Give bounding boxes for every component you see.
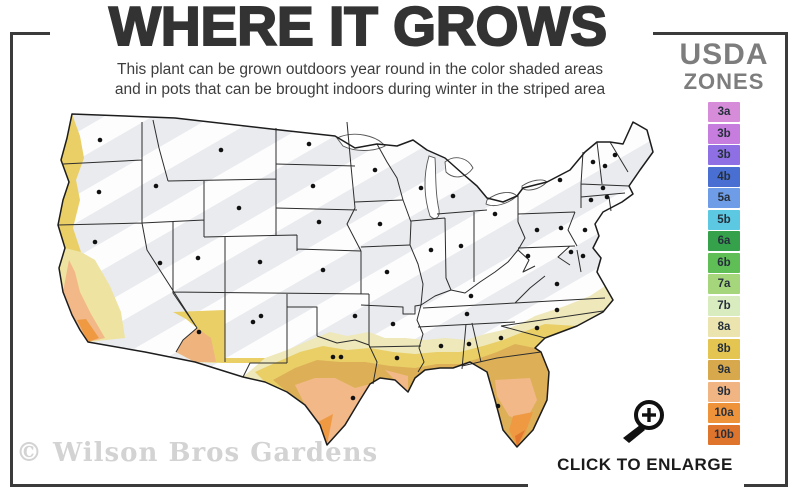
zone-chip-8a-10: 8a — [708, 317, 740, 337]
zone-chip-8b-11: 8b — [708, 338, 740, 359]
frame-right — [785, 32, 788, 487]
zone-chip-7b-9: 7b — [708, 295, 740, 316]
zone-chip-4b-3: 4b — [708, 166, 740, 187]
zone-chip-6b-7: 6b — [708, 252, 740, 273]
zone-chip-9a-12: 9a — [708, 360, 740, 380]
us-outline — [57, 113, 654, 448]
legend-title-zones: ZONES — [683, 69, 765, 94]
frame-top-left — [10, 32, 50, 35]
frame-top-right — [653, 32, 788, 35]
zone-chip-3b-2: 3b — [708, 145, 740, 165]
subtitle-line-1: This plant can be grown outdoors year ro… — [117, 61, 603, 78]
zone-chip-6a-6: 6a — [708, 231, 740, 251]
us-zone-map-svg — [57, 113, 654, 448]
subtitle: This plant can be grown outdoors year ro… — [58, 60, 662, 100]
magnifier-plus-icon — [623, 400, 664, 443]
legend-title-usda: USDA — [679, 38, 769, 71]
frame-bottom-right — [744, 484, 788, 487]
subtitle-line-2: and in pots that can be brought indoors … — [114, 81, 606, 98]
click-to-enlarge-button[interactable]: CLICK TO ENLARGE — [538, 398, 752, 475]
usda-zones-legend: USDA ZONES 3a 3b 3b 4b 5a 5b 6a 6b 7a 7b 8a 8b 9a 9b 1… — [660, 40, 788, 446]
us-zone-map[interactable] — [25, 100, 665, 465]
usda-zones-legend-chips: 3a 3b 3b 4b 5a 5b 6a 6b 7a 7b 8a 8b 9a 9b 10a 10b — [660, 102, 788, 445]
zone-chip-3b-1: 3b — [708, 123, 740, 144]
zone-chip-7a-8: 7a — [708, 274, 740, 294]
frame-left — [10, 32, 13, 487]
zone-chip-10a-14: 10a — [708, 403, 740, 423]
zone-chip-9b-13: 9b — [708, 381, 740, 402]
page-title: WHERE IT GROWS — [108, 0, 608, 58]
state-dots — [92, 137, 618, 409]
zone-chip-10b-15: 10b — [708, 424, 740, 445]
state-borders — [57, 119, 630, 385]
watermark: © Wilson Bros Gardens — [16, 438, 379, 468]
click-to-enlarge-label: CLICK TO ENLARGE — [557, 455, 733, 474]
zone-chip-5b-5: 5b — [708, 209, 740, 230]
zone-chip-3a-0: 3a — [708, 102, 740, 122]
frame-bottom-left — [10, 484, 528, 487]
zone-chip-5a-4: 5a — [708, 188, 740, 208]
